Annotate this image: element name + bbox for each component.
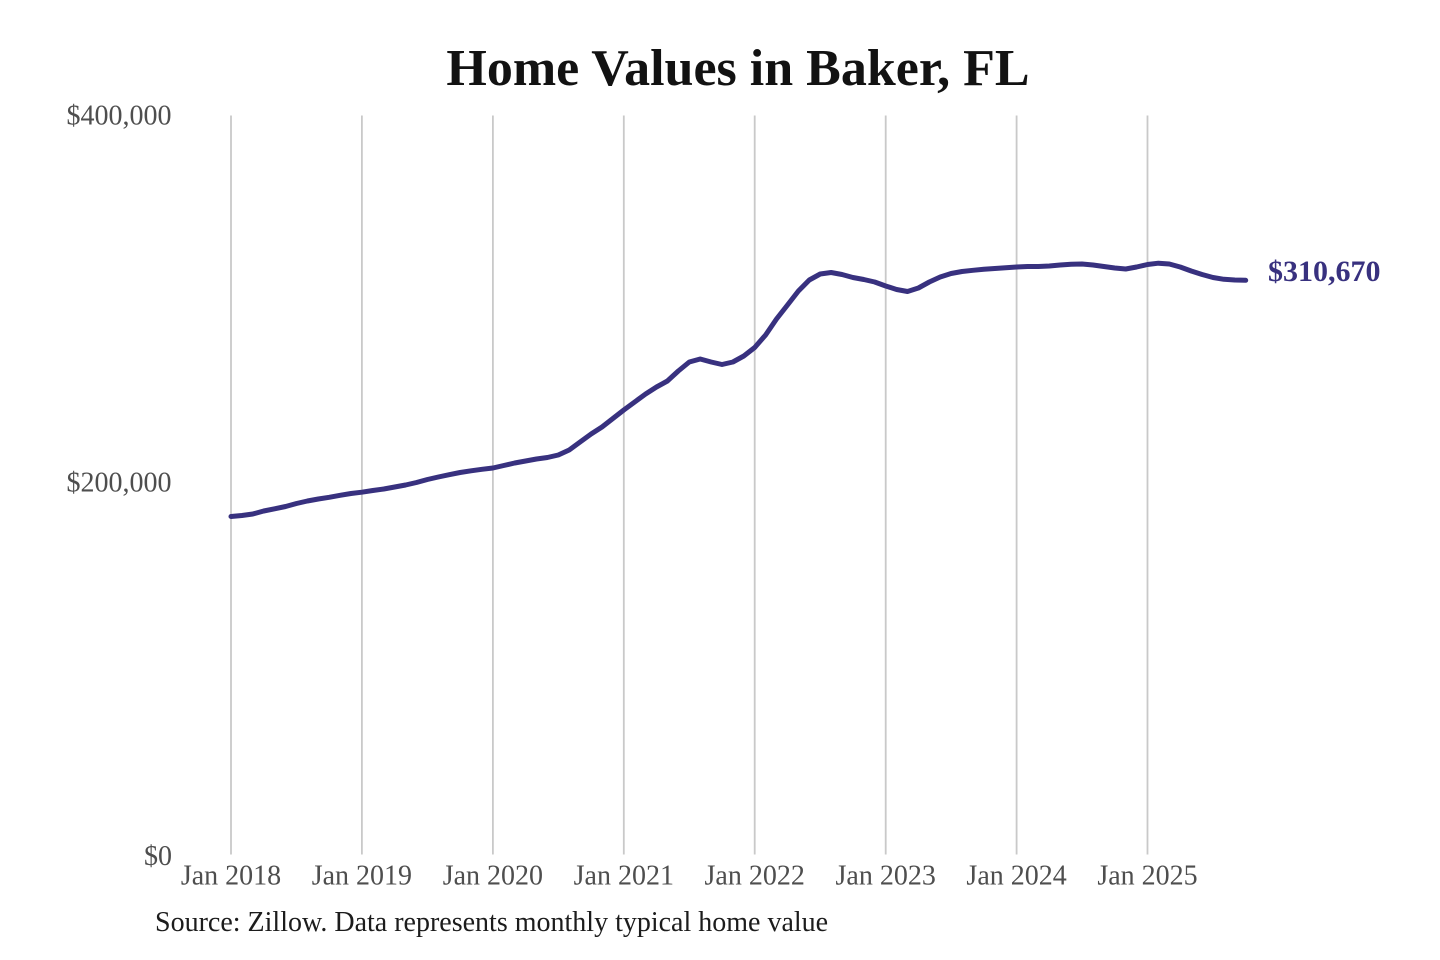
svg-text:Jan 2023: Jan 2023 [836,861,936,892]
svg-text:Jan 2024: Jan 2024 [966,861,1066,892]
svg-text:Jan 2020: Jan 2020 [443,861,543,892]
svg-text:Source: Zillow. Data represent: Source: Zillow. Data represents monthly … [155,907,828,938]
svg-text:$200,000: $200,000 [67,468,172,499]
svg-text:Jan 2018: Jan 2018 [181,861,281,892]
svg-text:$400,000: $400,000 [67,101,172,132]
svg-text:Jan 2022: Jan 2022 [705,861,805,892]
svg-text:Home Values in Baker, FL: Home Values in Baker, FL [446,40,1029,97]
svg-text:Jan 2019: Jan 2019 [312,861,412,892]
svg-text:$0: $0 [144,841,172,872]
svg-text:$310,670: $310,670 [1268,255,1381,288]
svg-text:Jan 2025: Jan 2025 [1097,861,1197,892]
svg-text:Jan 2021: Jan 2021 [574,861,674,892]
